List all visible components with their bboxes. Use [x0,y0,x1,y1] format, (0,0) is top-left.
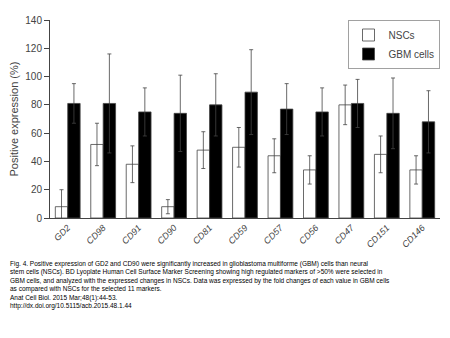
svg-text:CD57: CD57 [262,222,286,246]
svg-text:CD81: CD81 [191,223,214,246]
svg-text:CD90: CD90 [155,223,178,246]
svg-text:CD56: CD56 [297,223,320,246]
svg-text:CD151: CD151 [365,223,392,250]
svg-text:140: 140 [25,15,42,26]
svg-text:NSCs: NSCs [389,30,415,41]
svg-text:CD91: CD91 [120,223,143,246]
svg-text:60: 60 [31,128,43,139]
svg-text:100: 100 [25,71,42,82]
svg-text:20: 20 [31,184,43,195]
svg-text:CD98: CD98 [84,223,107,246]
svg-text:80: 80 [31,99,43,110]
svg-text:40: 40 [31,156,43,167]
svg-text:GD2: GD2 [52,223,72,243]
svg-text:Positive expression (%): Positive expression (%) [8,62,20,177]
svg-text:CD59: CD59 [226,223,249,246]
svg-text:CD146: CD146 [400,223,427,250]
svg-text:CD47: CD47 [333,222,357,246]
svg-text:Fig. 4. Positive expression of: Fig. 4. Positive expression of GD2 and C… [10,260,390,310]
svg-text:120: 120 [25,43,42,54]
svg-text:0: 0 [36,213,42,224]
svg-text:GBM cells: GBM cells [389,49,435,60]
